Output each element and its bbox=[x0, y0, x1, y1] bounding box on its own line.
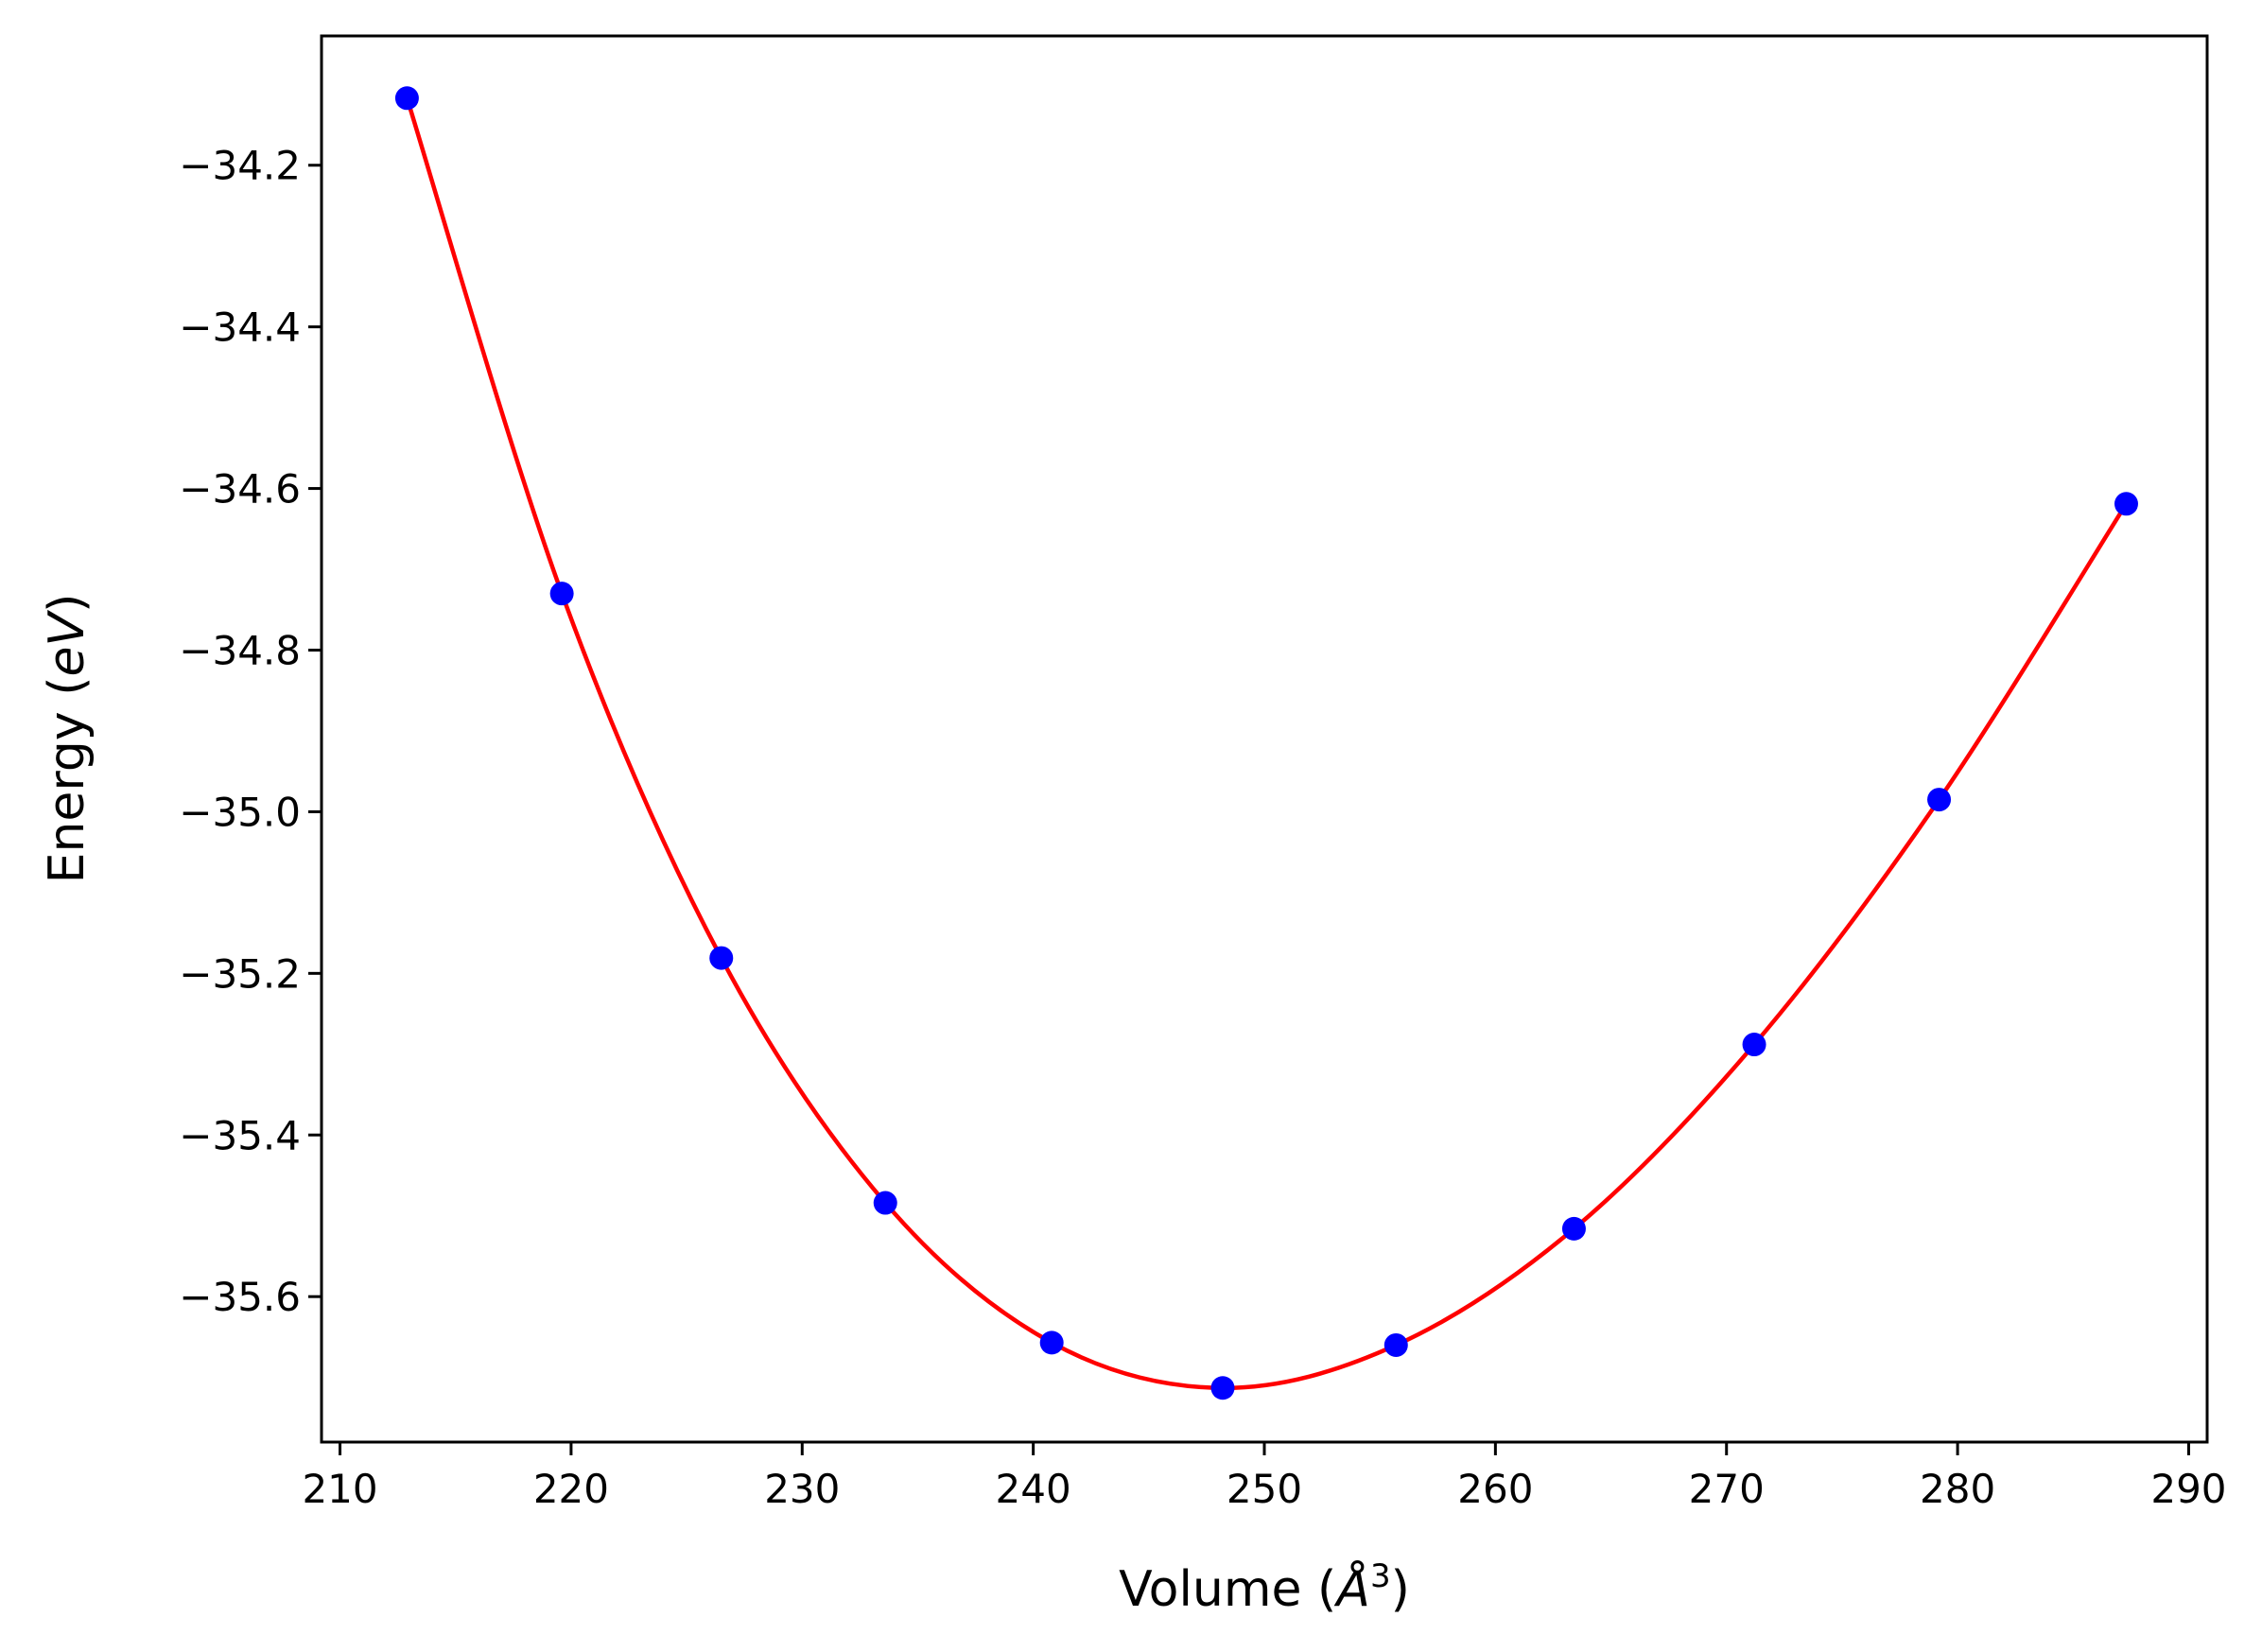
data-point bbox=[394, 86, 419, 111]
y-tick-label: −34.6 bbox=[179, 466, 301, 513]
x-tick-label: 280 bbox=[1920, 1466, 1995, 1512]
x-axis-label: Volume (Å3) bbox=[1119, 1557, 1410, 1618]
y-tick-label: −35.4 bbox=[179, 1112, 301, 1158]
fit-curve-layer bbox=[405, 96, 2129, 1390]
y-axis-label: Energy (eV) bbox=[39, 594, 96, 884]
data-point bbox=[1383, 1332, 1408, 1357]
fit-curve-line bbox=[405, 96, 2129, 1390]
data-point bbox=[709, 946, 734, 970]
x-tick-label: 210 bbox=[302, 1466, 377, 1512]
x-axis-ticks: 210 220 230 240 250 260 270 280 290 bbox=[302, 1442, 2227, 1512]
data-point bbox=[873, 1191, 897, 1215]
y-tick-label: −35.2 bbox=[179, 950, 301, 997]
data-point bbox=[2114, 492, 2138, 516]
x-tick-label: 260 bbox=[1457, 1466, 1533, 1512]
x-tick-label: 240 bbox=[996, 1466, 1071, 1512]
x-tick-label: 250 bbox=[1227, 1466, 1302, 1512]
x-tick-label: 290 bbox=[2150, 1466, 2226, 1512]
x-tick-label: 270 bbox=[1689, 1466, 1765, 1512]
y-tick-label: −35.6 bbox=[179, 1274, 301, 1320]
data-points-layer bbox=[394, 86, 2138, 1400]
y-tick-label: −35.0 bbox=[179, 789, 301, 835]
y-axis-ticks: −34.2 −34.4 −34.6 −34.8 −35.0 −35.2 −35.4 −35.6 bbox=[179, 143, 322, 1320]
data-point bbox=[549, 582, 574, 606]
y-tick-label: −34.4 bbox=[179, 304, 301, 351]
x-tick-label: 220 bbox=[533, 1466, 609, 1512]
data-point bbox=[1039, 1330, 1064, 1355]
data-point bbox=[1210, 1376, 1235, 1400]
data-point bbox=[1742, 1033, 1766, 1057]
data-point bbox=[1927, 788, 1952, 812]
x-tick-label: 230 bbox=[764, 1466, 840, 1512]
data-point bbox=[1561, 1216, 1586, 1241]
y-tick-label: −34.2 bbox=[179, 143, 301, 189]
y-tick-label: −34.8 bbox=[179, 627, 301, 673]
